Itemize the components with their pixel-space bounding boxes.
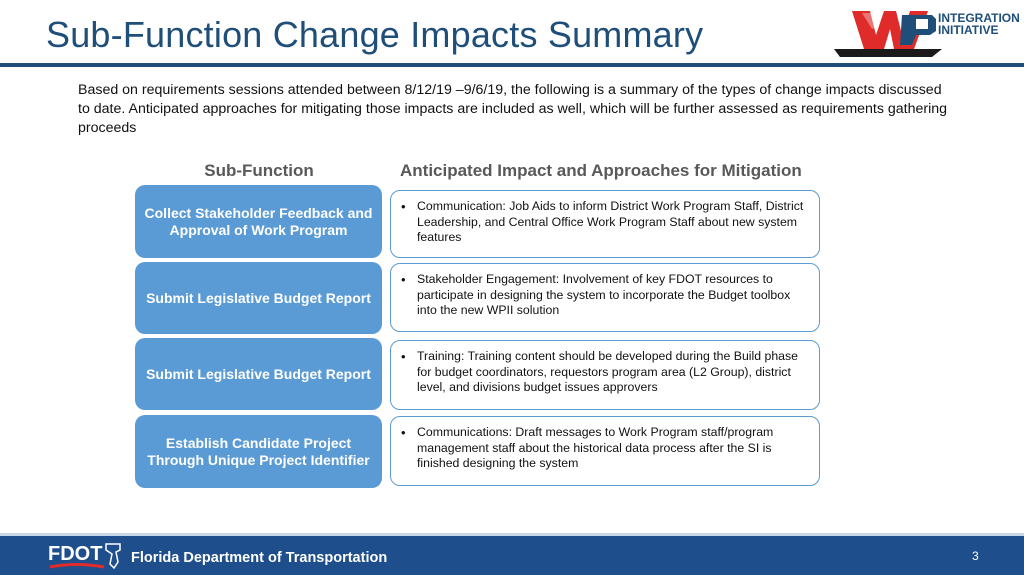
- subfunction-label: Submit Legislative Budget Report: [146, 365, 371, 382]
- subfunction-label: Submit Legislative Budget Report: [146, 289, 371, 306]
- subfunction-label: Collect Stakeholder Feedback and Approva…: [144, 204, 373, 238]
- intro-paragraph: Based on requirements sessions attended …: [78, 82, 948, 136]
- impact-box: • Training: Training content should be d…: [390, 340, 820, 410]
- impact-box: • Communication: Job Aids to inform Dist…: [390, 190, 820, 258]
- wpii-logo-text: INTEGRATION INITIATIVE: [938, 12, 1020, 36]
- subfunction-pill: Establish Candidate Project Through Uniq…: [135, 415, 382, 488]
- subfunction-pill: Collect Stakeholder Feedback and Approva…: [135, 185, 382, 258]
- column-header-subfunction: Sub-Function: [204, 161, 314, 180]
- svg-text:FDOT: FDOT: [48, 543, 102, 565]
- fdot-logo: FDOT: [48, 543, 121, 570]
- wpii-logo: [834, 11, 942, 57]
- footer-department-label: Florida Department of Transportation: [131, 550, 388, 566]
- logo-line-1: INTEGRATION: [938, 11, 1020, 25]
- footer-bar: [0, 536, 1024, 575]
- subfunction-pill: Submit Legislative Budget Report: [135, 262, 382, 334]
- logo-line-2: INITIATIVE: [938, 23, 999, 37]
- bullet-icon: •: [401, 272, 406, 287]
- impact-text: Communication: Job Aids to inform Distri…: [417, 199, 804, 244]
- bullet-icon: •: [401, 199, 406, 214]
- subfunction-label: Establish Candidate Project Through Uniq…: [147, 434, 370, 468]
- subfunction-pill: Submit Legislative Budget Report: [135, 338, 382, 410]
- impact-box: • Stakeholder Engagement: Involvement of…: [390, 263, 820, 332]
- column-header-impact: Anticipated Impact and Approaches for Mi…: [400, 161, 802, 180]
- impact-text: Training: Training content should be dev…: [417, 349, 799, 394]
- bullet-icon: •: [401, 425, 406, 440]
- impact-box: • Communications: Draft messages to Work…: [390, 416, 820, 486]
- slide-title: Sub-Function Change Impacts Summary: [46, 14, 704, 55]
- title-divider: [0, 63, 1024, 67]
- page-number: 3: [972, 549, 979, 563]
- bullet-icon: •: [401, 349, 406, 364]
- footer-divider: [0, 533, 1024, 536]
- impact-text: Stakeholder Engagement: Involvement of k…: [417, 272, 791, 317]
- impact-text: Communications: Draft messages to Work P…: [417, 425, 774, 470]
